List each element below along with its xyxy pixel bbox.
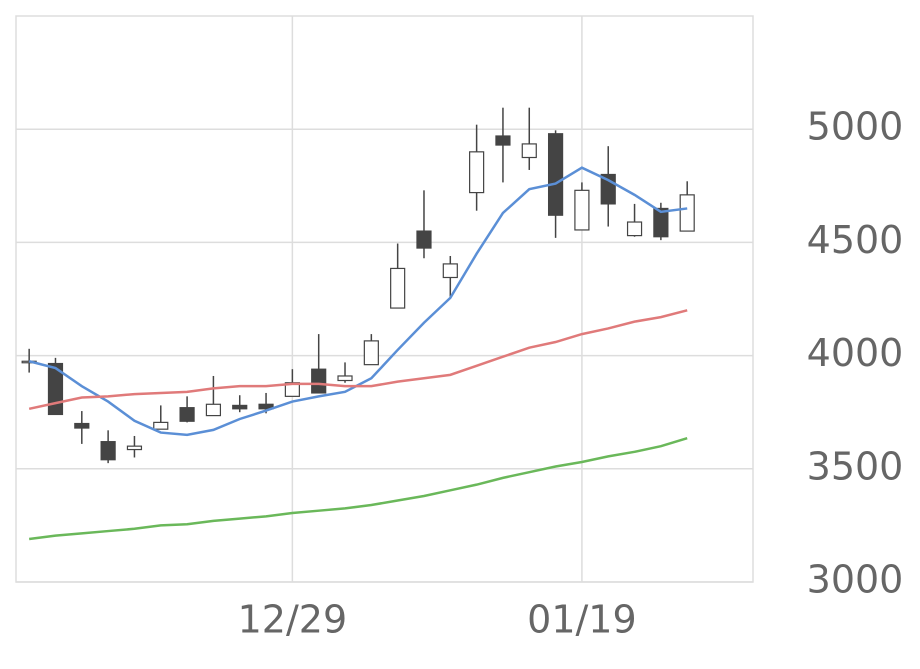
candle-body bbox=[547, 133, 564, 216]
candle-body bbox=[258, 403, 274, 410]
candle-body bbox=[626, 221, 643, 237]
plot-border bbox=[15, 15, 754, 583]
candle-body bbox=[232, 404, 248, 410]
candle-body bbox=[469, 151, 485, 194]
x-tick-label: 12/29 bbox=[238, 598, 348, 642]
candle-body bbox=[495, 135, 511, 146]
candle-body bbox=[179, 407, 195, 422]
y-tick-label: 3000 bbox=[807, 558, 904, 602]
candle-body bbox=[416, 230, 432, 249]
candle-body bbox=[205, 403, 222, 417]
candle-body bbox=[153, 421, 169, 430]
ma-line bbox=[28, 309, 688, 411]
y-tick-label: 5000 bbox=[807, 105, 904, 149]
candle-body bbox=[442, 263, 458, 279]
candle-body bbox=[363, 340, 379, 366]
candle-body bbox=[574, 189, 590, 231]
candle-body bbox=[653, 207, 669, 238]
x-tick-label: 01/19 bbox=[527, 598, 637, 642]
candle-body bbox=[311, 368, 327, 394]
candle-body bbox=[521, 143, 537, 159]
candle-body bbox=[679, 194, 695, 232]
y-tick-label: 4000 bbox=[807, 331, 904, 375]
y-tick-label: 4500 bbox=[807, 218, 904, 262]
y-tick-label: 3500 bbox=[807, 444, 904, 488]
candle-body bbox=[337, 375, 353, 382]
candle-body bbox=[390, 267, 406, 309]
candle-body bbox=[74, 422, 90, 429]
candle-body bbox=[100, 441, 116, 461]
candle-body bbox=[126, 445, 143, 451]
ma-line bbox=[29, 437, 688, 541]
